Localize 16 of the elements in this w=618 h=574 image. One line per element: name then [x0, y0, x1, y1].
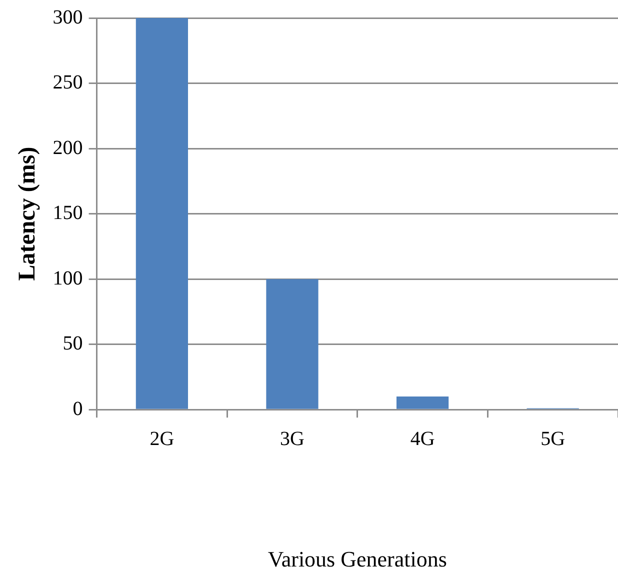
bar — [266, 279, 318, 409]
y-tick-label: 100 — [52, 267, 83, 290]
y-tick-label: 250 — [52, 72, 83, 94]
y-tick-label: 0 — [72, 398, 83, 420]
bar — [396, 396, 449, 409]
x-tick-label: 5G — [540, 428, 566, 450]
y-tick-label: 50 — [62, 332, 83, 355]
bar — [136, 18, 188, 409]
x-tick-label: 2G — [150, 428, 174, 450]
x-tick-label: 4G — [410, 428, 435, 450]
y-tick-label: 300 — [52, 6, 83, 28]
y-axis-title: Latency (ms) — [14, 146, 41, 281]
x-tick-label: 3G — [280, 428, 304, 450]
y-tick-label: 150 — [52, 202, 83, 224]
y-tick-label: 200 — [52, 136, 83, 159]
x-axis-title: Various Generations — [268, 546, 447, 572]
